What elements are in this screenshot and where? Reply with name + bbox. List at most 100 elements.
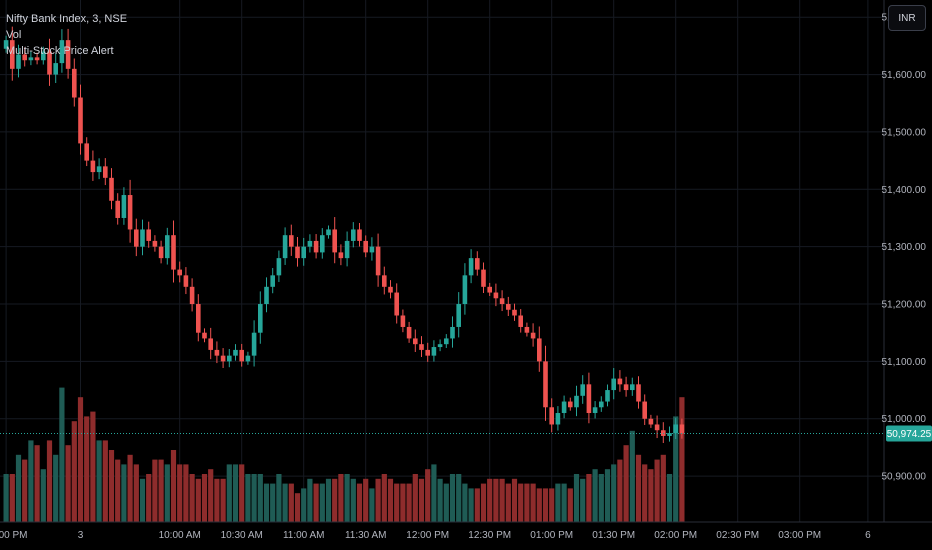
candle-body (78, 97, 83, 144)
candle-body (444, 338, 449, 345)
volume-bar (220, 478, 226, 522)
currency-button[interactable]: INR (888, 5, 926, 31)
candle-body (468, 258, 474, 276)
volume-bars (3, 387, 685, 522)
volume-bar (468, 488, 474, 522)
candle-body (574, 395, 579, 408)
volume-bar (375, 478, 381, 522)
volume-bar (294, 493, 301, 522)
x-tick-label: 03:00 PM (0, 530, 28, 541)
volume-bar (90, 411, 96, 522)
volume-bar (245, 474, 251, 522)
candle-body (47, 51, 52, 75)
volume-bar (96, 440, 102, 522)
candle-body (487, 286, 492, 293)
candle-body (264, 286, 269, 305)
candle-body (251, 332, 257, 356)
volume-bar (208, 469, 214, 522)
candle-body (121, 195, 127, 218)
candle-body (654, 424, 660, 431)
volume-bar (425, 469, 431, 522)
volume-bar (251, 474, 257, 522)
volume-bar (617, 459, 623, 522)
volume-bar (102, 440, 108, 522)
volume-bar (642, 464, 648, 522)
alert-indicator-label[interactable]: Multi-Stock Price Alert (6, 45, 114, 57)
candle-body (202, 332, 207, 339)
candle-body (363, 240, 368, 253)
volume-bar (394, 483, 400, 522)
candle-body (338, 252, 344, 259)
candle-body (115, 200, 120, 218)
volume-bar (263, 483, 270, 522)
volume-bar (580, 478, 586, 522)
volume-bar (344, 474, 350, 522)
volume-bar (381, 474, 387, 522)
time-axis[interactable]: 03:00 PM 3 10:00 AM 10:30 AM 11:00 AM 11:30 A… (0, 530, 871, 541)
candle-body (357, 229, 362, 241)
volume-bar (239, 464, 245, 522)
candle-body (623, 384, 629, 391)
volume-bar (332, 478, 338, 522)
volume-bar (443, 483, 449, 522)
volume-indicator-label[interactable]: Vol (6, 29, 22, 41)
candle-body (320, 235, 325, 253)
volume-bar (673, 416, 679, 522)
candle-body (592, 407, 598, 414)
candle-body (134, 229, 139, 247)
volume-bar (270, 483, 276, 522)
volume-bar (9, 474, 15, 522)
candle-body (530, 332, 536, 339)
candle-body (431, 347, 437, 356)
candle-body (84, 143, 89, 161)
volume-bar (369, 488, 375, 522)
volume-bar (431, 464, 437, 522)
y-tick-label: 51,100.00 (882, 357, 927, 368)
volume-bar (660, 454, 666, 522)
x-tick-label: 02:30 PM (716, 530, 759, 541)
candle-body (16, 54, 21, 69)
volume-bar (3, 474, 9, 522)
candle-body (245, 355, 251, 362)
candle-body (332, 229, 337, 253)
candle-body (233, 349, 238, 356)
volume-bar (338, 474, 344, 522)
candle-body (152, 240, 158, 247)
candle-body (208, 338, 213, 350)
volume-bar (511, 478, 518, 522)
volume-bar (536, 488, 542, 522)
candle-body (109, 177, 114, 201)
volume-bar (307, 478, 313, 522)
symbol-title[interactable]: Nifty Bank Index, 3, NSE (6, 13, 128, 25)
volume-bar (505, 483, 511, 522)
candle-body (506, 304, 511, 310)
volume-bar (282, 483, 288, 522)
candle-body (642, 401, 647, 419)
candle-body (481, 269, 486, 287)
volume-bar (183, 464, 189, 522)
y-tick-label: 51,000.00 (882, 414, 927, 425)
candle-body (307, 240, 313, 247)
y-tick-label: 51,600.00 (882, 70, 927, 81)
candle-body (400, 315, 406, 327)
candle-body (351, 229, 356, 241)
volume-bar (170, 450, 177, 522)
candle-body (437, 344, 443, 348)
x-tick-label: 10:00 AM (159, 530, 201, 541)
last-price-value: 50,974.25 (887, 429, 932, 440)
candle-body (425, 349, 430, 356)
x-tick-label: 10:30 AM (221, 530, 263, 541)
volume-bar (493, 478, 499, 522)
candle-body (295, 246, 300, 259)
volume-bar (121, 464, 127, 522)
price-axis[interactable]: 51,700.0051,600.0051,500.0051,400.0051,3… (882, 13, 927, 483)
candle-body (96, 166, 102, 173)
volume-bar (480, 483, 487, 522)
volume-bar (34, 445, 40, 522)
volume-bar (158, 459, 164, 522)
candle-body (456, 304, 461, 327)
candle-body (53, 63, 58, 75)
x-tick-label: 3 (78, 530, 84, 541)
volume-bar (276, 474, 282, 522)
